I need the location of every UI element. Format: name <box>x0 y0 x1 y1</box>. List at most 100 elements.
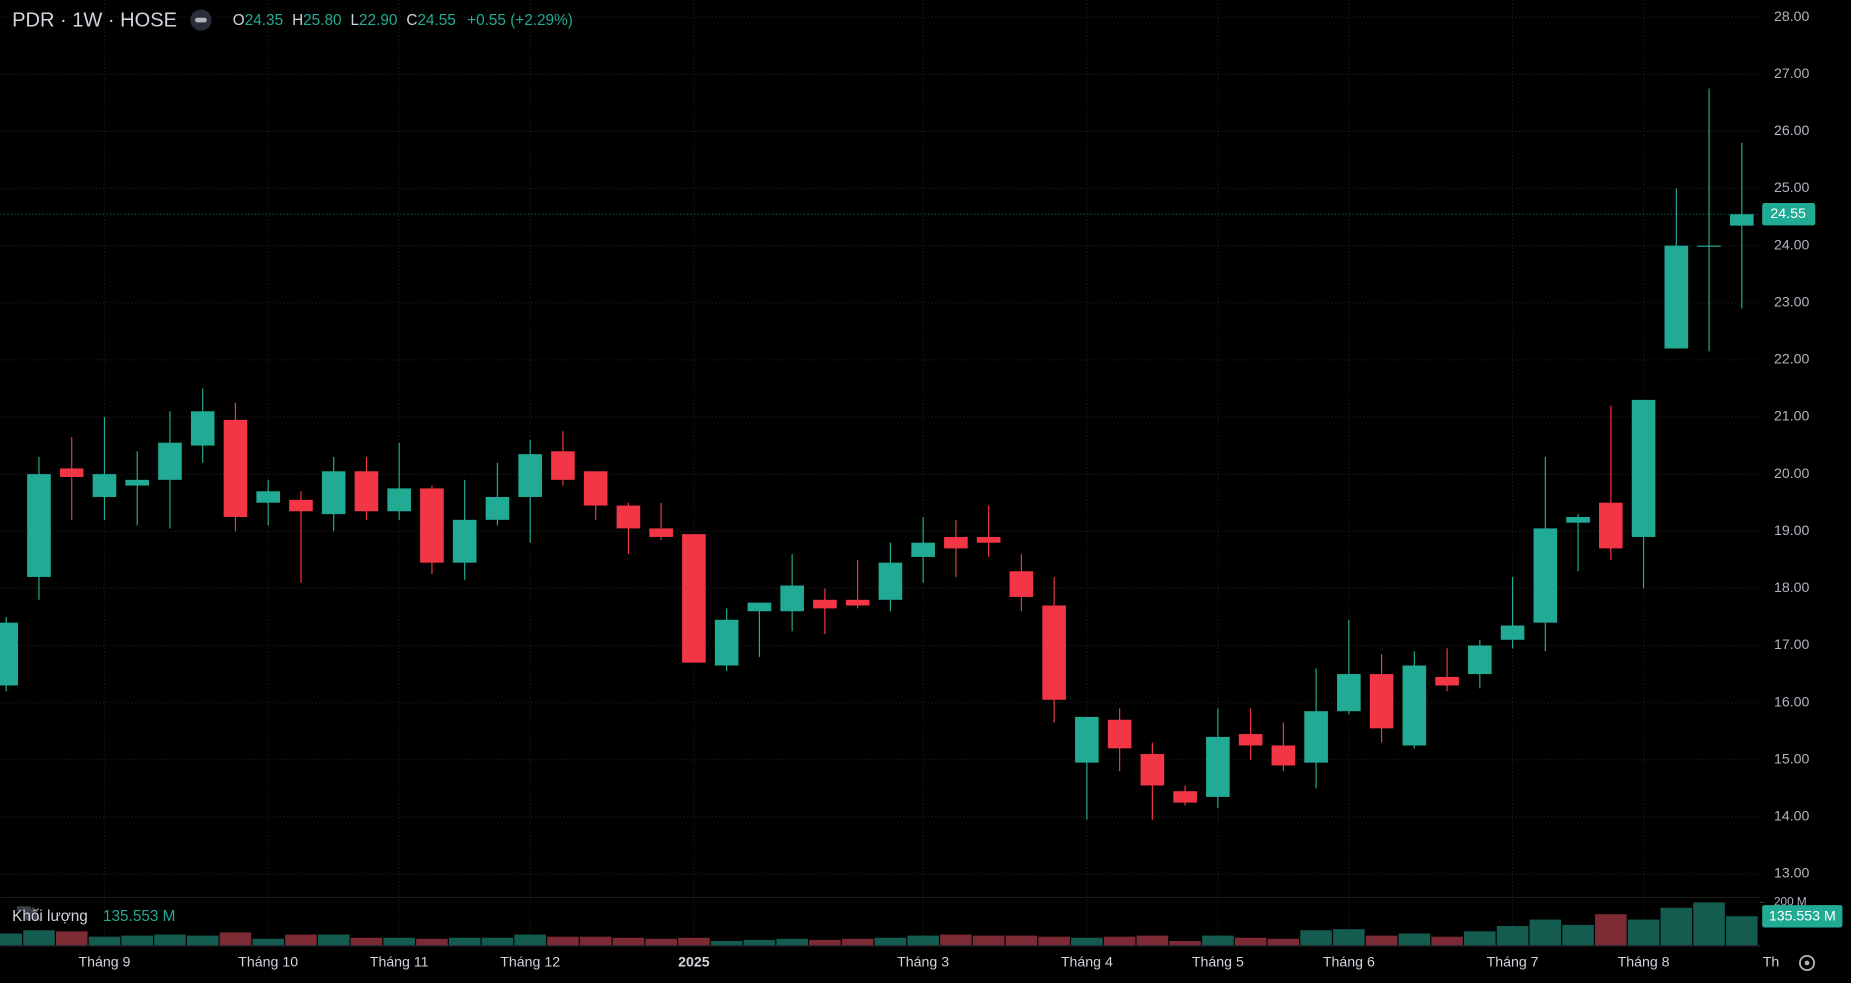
candle-body <box>289 499 313 512</box>
volume-bar <box>514 934 546 946</box>
y-tick-label: 24.00 <box>1774 237 1810 253</box>
candle-body <box>1271 745 1296 766</box>
y-tick-label: 21.00 <box>1774 409 1810 425</box>
candle-body <box>1075 716 1099 763</box>
candle-body <box>682 534 706 663</box>
candle-body <box>420 488 444 563</box>
volume-bar <box>743 939 776 946</box>
candle-body <box>354 471 379 512</box>
candle-body <box>813 599 837 609</box>
candle-body <box>452 519 477 563</box>
volume-bar <box>1365 935 1398 946</box>
candle-body <box>747 602 772 612</box>
x-tick-label: Tháng 5 <box>1192 955 1244 971</box>
candle-body <box>223 419 248 517</box>
symbol-title: PDR · 1W · HOSE <box>12 10 177 32</box>
volume-bar <box>1234 937 1267 946</box>
candle-body <box>59 468 84 477</box>
x-tick-label: Tháng 12 <box>500 955 560 971</box>
ohlc-label: H <box>292 12 303 29</box>
y-tick-label: 16.00 <box>1774 694 1810 710</box>
candle-body <box>714 619 739 666</box>
volume-bar <box>383 937 415 946</box>
volume-bar <box>1660 907 1693 946</box>
volume-bar <box>1103 936 1136 946</box>
settings-button[interactable] <box>1799 954 1815 971</box>
volume-bar <box>1595 914 1627 946</box>
candle-body <box>1042 605 1066 700</box>
x-tick-label: 2025 <box>678 955 710 971</box>
volume-bar <box>1136 935 1169 946</box>
volume-bar <box>1693 902 1725 946</box>
candle-body <box>649 528 673 537</box>
volume-bar <box>645 938 677 946</box>
volume-bar <box>1038 936 1070 946</box>
y-tick-label: 28.00 <box>1774 9 1810 25</box>
volume-bar <box>186 935 219 946</box>
candle-body <box>1238 734 1263 746</box>
candle-body <box>616 505 641 529</box>
candle-body <box>27 474 51 577</box>
y-tick-label: 14.00 <box>1774 809 1810 825</box>
candle-body <box>321 471 346 515</box>
volume-bar <box>23 930 55 946</box>
ohlc-label: L <box>351 12 360 29</box>
volume-bar <box>940 934 972 946</box>
volume-bar <box>907 935 939 946</box>
y-tick-label: 27.00 <box>1774 66 1810 82</box>
volume-last: 135.553 M <box>103 908 175 925</box>
volume-bar <box>448 937 481 946</box>
candle-body <box>1402 665 1427 746</box>
candle-body <box>583 471 608 506</box>
ohlc-label: C <box>406 12 417 29</box>
volume-bar <box>612 937 645 946</box>
candle-body <box>1009 571 1034 597</box>
volume-bar <box>121 935 153 946</box>
candle-body <box>1206 736 1230 797</box>
ohlc-value: 22.90 <box>359 12 397 29</box>
x-tick-label: Th <box>1763 955 1780 971</box>
candle-body <box>878 562 903 600</box>
candle-body <box>485 496 510 520</box>
x-tick-label: Tháng 9 <box>78 955 130 971</box>
candle-body <box>780 585 804 612</box>
candle-body <box>1533 528 1558 623</box>
volume-bar <box>1627 919 1660 946</box>
volume-tick-label: 200 M <box>1774 895 1807 909</box>
x-tick-label: Tháng 4 <box>1061 955 1113 971</box>
volume-bar <box>1071 937 1103 946</box>
candle-body <box>1369 674 1394 729</box>
volume-bar <box>219 932 252 946</box>
candle-body <box>976 536 1001 543</box>
volume-bar <box>1464 931 1496 946</box>
candle-body <box>1468 645 1492 675</box>
candle-body <box>1566 516 1590 523</box>
volume-bar <box>55 931 88 946</box>
toggle-icon <box>195 17 207 23</box>
x-tick-label: Tháng 10 <box>238 955 298 971</box>
volume-last-axis-label: 135.553 M <box>1769 909 1836 925</box>
x-tick-label: Tháng 8 <box>1618 955 1670 971</box>
candle-body <box>256 491 281 503</box>
y-tick-label: 20.00 <box>1774 466 1810 482</box>
grid <box>0 0 1760 946</box>
ohlc-legend: O24.35 H25.80 L22.90 C24.55 +0.55 (+2.29… <box>233 12 573 29</box>
volume-bar <box>547 936 579 946</box>
labels: 13.00 14.00 15.00 16.00 17.00 18.00 19.00 20.00… <box>78 9 1816 971</box>
candle-body <box>1435 676 1459 686</box>
volume-bar <box>1300 930 1332 946</box>
last-price-box <box>1762 203 1816 226</box>
y-tick-label: 13.00 <box>1774 866 1810 882</box>
y-tick-label: 22.00 <box>1774 352 1810 368</box>
candle-body <box>1500 625 1525 640</box>
candle-body <box>845 599 870 606</box>
x-tick-label: Tháng 7 <box>1487 955 1539 971</box>
volume-bar <box>809 939 841 946</box>
candle-body <box>1140 754 1165 786</box>
candle-body <box>1173 791 1197 803</box>
candle-body <box>92 474 117 497</box>
ohlc-value: 24.35 <box>245 12 283 29</box>
volume-bar <box>579 936 612 946</box>
